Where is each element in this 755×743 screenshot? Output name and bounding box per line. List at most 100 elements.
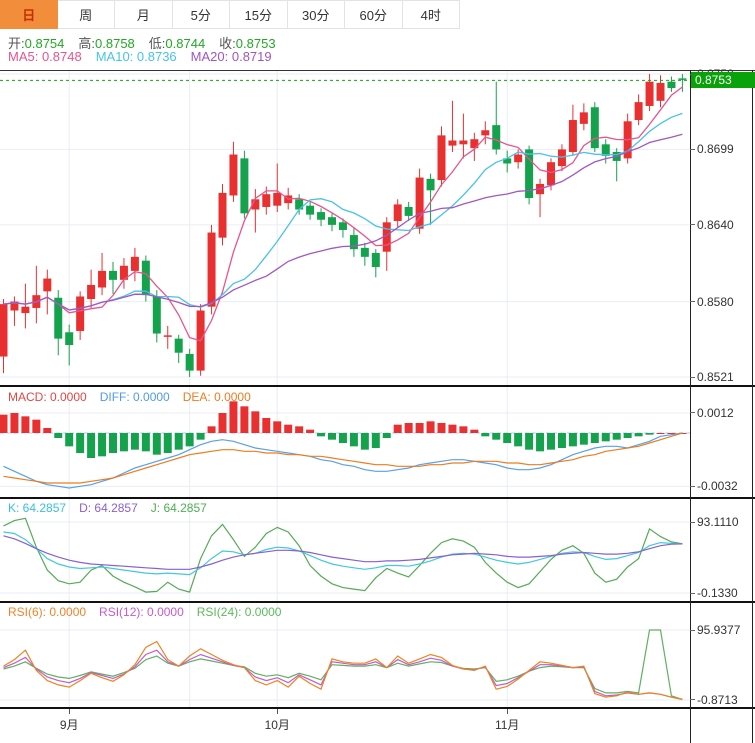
x-axis-line (0, 707, 755, 709)
ohlc-info: 开:0.8754 高:0.8758 低:0.8744 收:0.8753 (8, 33, 290, 52)
panel-separator (0, 385, 755, 387)
right-border (752, 70, 753, 743)
macd-axis-label: -0.0032 (697, 479, 738, 494)
ma20-line (3, 133, 683, 311)
rsi-panel-canvas[interactable] (0, 602, 755, 708)
candle (426, 173, 435, 225)
indicator-value: MACD: 0.0000 (8, 390, 87, 404)
indicator-value: D: 64.2857 (79, 501, 138, 515)
candle (65, 324, 74, 366)
axis-tick (690, 699, 695, 701)
candle (218, 183, 227, 246)
candle (130, 247, 139, 282)
macd-histogram (0, 401, 687, 459)
axis-tick (690, 224, 695, 226)
axis-tick (690, 629, 695, 631)
candle (349, 227, 358, 257)
candle (43, 269, 52, 315)
indicator-value: DEA: 0.0000 (182, 390, 251, 404)
panel-separator (0, 601, 755, 603)
rsi-axis-label: 95.9377 (697, 623, 741, 637)
k-line (3, 531, 683, 576)
ma5-line (3, 86, 683, 342)
kdj-axis-label: -0.1330 (697, 586, 738, 600)
rsi-header: RSI(6): 0.0000 RSI(12): 0.0000 RSI(24): 0.… (8, 605, 294, 619)
ohlc-item: 开:0.8754 (8, 36, 65, 51)
kdj-header: K: 64.2857 D: 64.2857 J: 64.2857 (8, 501, 220, 515)
indicator-value: RSI(6): 0.0000 (8, 605, 87, 619)
price-axis-label: 0.8640 (697, 217, 734, 232)
candle (382, 217, 391, 271)
candle (54, 290, 63, 356)
candle (306, 201, 315, 220)
month-tick (69, 709, 71, 714)
axis-tick (690, 412, 695, 414)
price-axis-label: 0.8580 (697, 294, 734, 309)
macd-panel-canvas[interactable] (0, 386, 755, 498)
macd-header: MACD: 0.0000 DIFF: 0.0000 DEA: 0.0000 (8, 390, 264, 404)
candle (470, 132, 479, 161)
price-axis-label: 0.8521 (697, 370, 734, 384)
tab-60分[interactable]: 60分 (345, 0, 403, 29)
candle (10, 296, 19, 326)
candle (536, 178, 545, 218)
candle (437, 126, 446, 187)
month-label: 10月 (264, 718, 290, 732)
candle (371, 249, 380, 278)
month-tick (507, 709, 509, 714)
indicator-value: J: 64.2857 (150, 501, 207, 515)
tab-4时[interactable]: 4时 (402, 0, 460, 29)
axis-tick (690, 592, 695, 594)
candle (481, 121, 490, 145)
candle (174, 334, 183, 363)
ma-item: MA5: 0.8748 (8, 49, 82, 64)
ohlc-item: 高:0.8758 (78, 36, 135, 51)
month-label: 9月 (59, 718, 79, 732)
candle (152, 290, 161, 343)
indicator-value: RSI(24): 0.0000 (196, 605, 282, 619)
candle (503, 150, 512, 173)
panel-separator (0, 70, 755, 71)
candle (207, 224, 216, 315)
candle (163, 325, 172, 349)
tab-月[interactable]: 月 (115, 0, 173, 29)
candle (21, 283, 30, 329)
candle (98, 252, 107, 296)
rsi-axis-label: -0.8713 (697, 692, 738, 707)
candle (251, 189, 260, 233)
rsi24-line (3, 629, 683, 700)
candle (295, 194, 304, 215)
dea-line (3, 432, 683, 484)
candle (317, 208, 326, 227)
tab-30分[interactable]: 30分 (287, 0, 345, 29)
candle (415, 168, 424, 234)
main-chart-canvas[interactable] (0, 70, 755, 386)
ohlc-item: 收:0.8753 (219, 36, 276, 51)
candle (634, 94, 643, 126)
candle (32, 265, 41, 324)
axis-tick (690, 148, 695, 150)
tab-15分[interactable]: 15分 (230, 0, 288, 29)
candle (338, 218, 347, 238)
candle (119, 258, 128, 289)
current-price-badge: 0.8753 (691, 72, 755, 89)
tab-5分[interactable]: 5分 (172, 0, 230, 29)
candle (404, 201, 413, 222)
axis-separator (690, 70, 691, 743)
tab-日[interactable]: 日 (0, 0, 58, 29)
kdj-panel-canvas[interactable] (0, 498, 755, 602)
candle (229, 141, 238, 202)
panel-separator (0, 497, 755, 499)
candle (667, 76, 676, 92)
candle (590, 102, 599, 152)
candle (109, 261, 117, 294)
ohlc-item: 低:0.8744 (148, 36, 206, 51)
ma-item: MA20: 0.8719 (190, 49, 272, 64)
indicator-value: RSI(12): 0.0000 (99, 605, 184, 619)
candle (360, 242, 369, 266)
ma-item: MA10: 0.8736 (95, 49, 177, 64)
tab-周[interactable]: 周 (57, 0, 115, 29)
axis-tick (690, 485, 695, 487)
candle (240, 150, 249, 219)
candle (87, 269, 96, 308)
